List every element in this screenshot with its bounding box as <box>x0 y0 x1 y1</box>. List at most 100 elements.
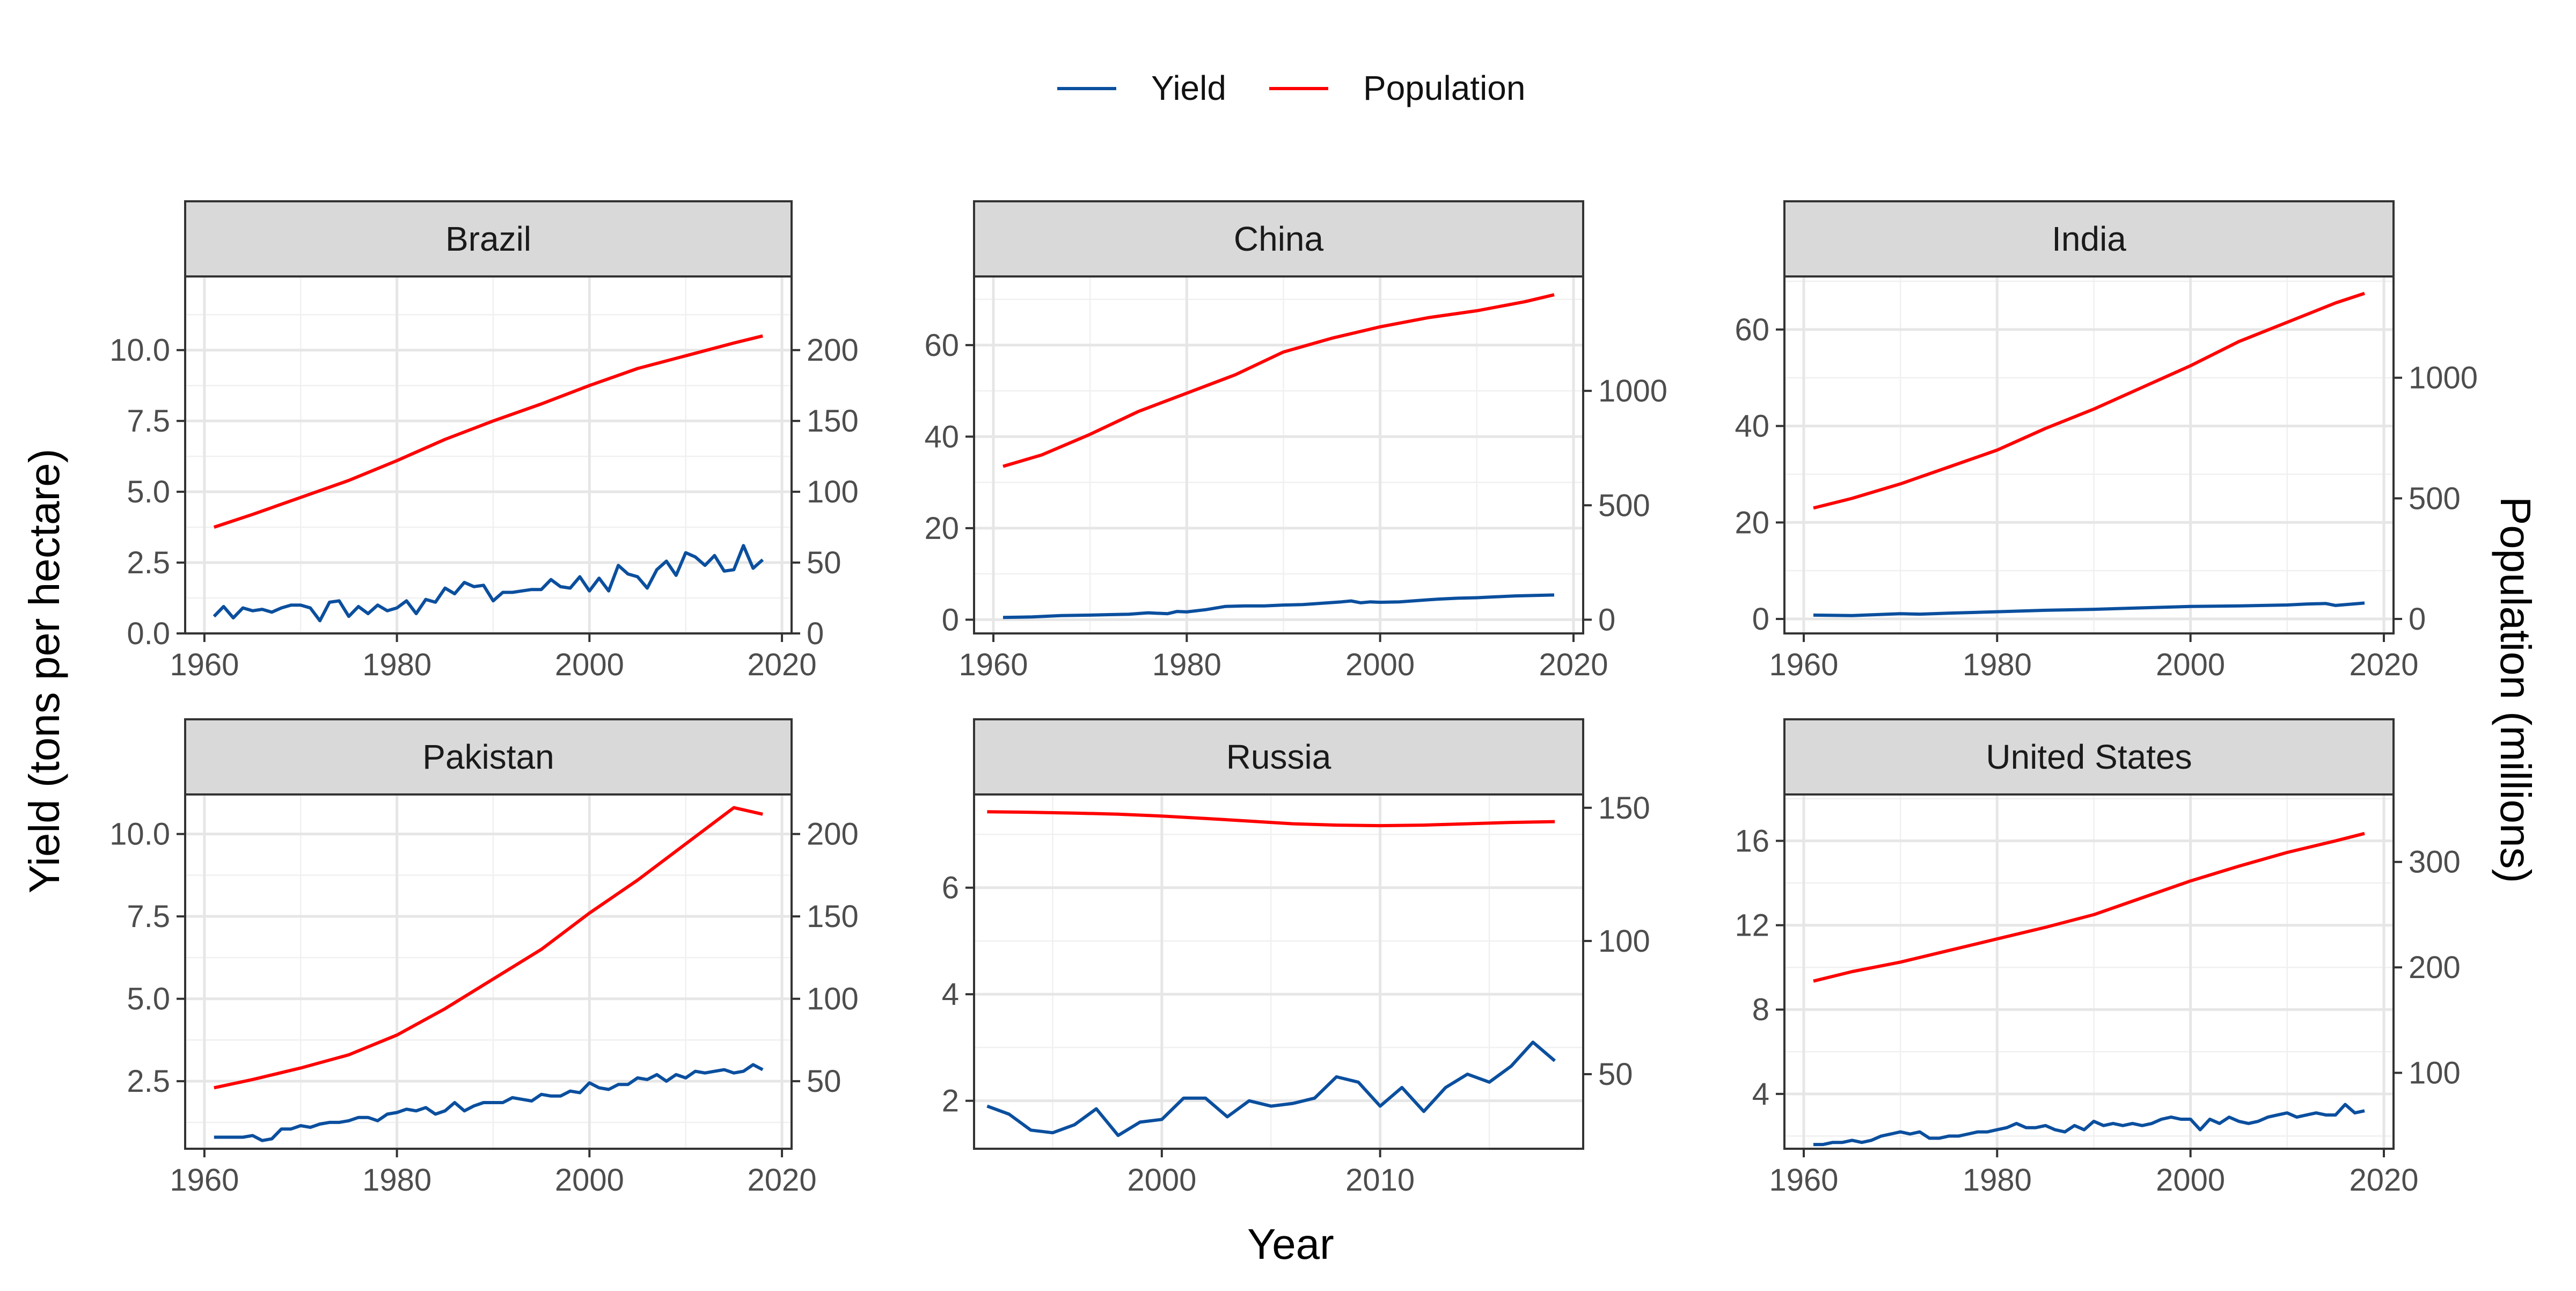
y-tick-label-left: 6 <box>942 871 959 906</box>
strip-title: China <box>1234 220 1324 258</box>
strip-header <box>1783 200 2395 278</box>
y-tick-label-right: 50 <box>807 1064 841 1099</box>
series-line-population <box>1813 832 2365 983</box>
y-tick-label-left: 2.5 <box>127 545 170 580</box>
panel-border <box>1783 275 2395 634</box>
legend-label-population: Population <box>1363 69 1525 107</box>
y-tick-label-left: 2.5 <box>127 1064 170 1099</box>
y-tick-label-right: 200 <box>2409 950 2461 985</box>
strip-title: United States <box>1986 738 2192 776</box>
y-tick-label-right: 150 <box>1598 791 1650 826</box>
strip-header <box>184 200 793 278</box>
strip-title: Pakistan <box>422 738 554 776</box>
plot-background <box>1784 794 2394 1149</box>
y-tick-label-left: 0.0 <box>127 616 170 651</box>
panel-border <box>1783 793 2395 1150</box>
x-axis-title: Year <box>1247 1220 1334 1268</box>
y-tick-label-right: 1000 <box>1598 374 1667 409</box>
y-tick-label-left: 7.5 <box>127 404 170 439</box>
y-tick-label-left: 10.0 <box>109 817 170 852</box>
y-tick-label-right: 200 <box>807 817 859 852</box>
y-tick-label-left: 40 <box>924 419 959 454</box>
panel-russia: Russia 2000 2010 2 4 6 50 100 150 <box>942 718 1650 1198</box>
y-tick-label-right: 50 <box>1598 1057 1633 1092</box>
y-tick-label-right: 200 <box>807 333 859 368</box>
strip-title: Brazil <box>445 220 531 258</box>
y-tick-label-right: 100 <box>807 475 859 509</box>
y-tick-label-left: 4 <box>942 977 959 1012</box>
y-axis-title-right: Population (millions) <box>2492 497 2540 883</box>
y-tick-label-left: 60 <box>924 328 959 363</box>
x-tick-label: 1960 <box>170 647 239 682</box>
y-tick-label-left: 10.0 <box>109 333 170 368</box>
x-tick-label: 2020 <box>748 647 817 682</box>
x-tick-label: 1980 <box>1152 647 1221 682</box>
y-tick-label-left: 7.5 <box>127 899 170 934</box>
x-tick-label: 1960 <box>959 647 1028 682</box>
x-tick-label: 2000 <box>1345 647 1415 682</box>
strip-title: Russia <box>1226 738 1331 776</box>
plot-background <box>185 276 792 633</box>
panel-border <box>184 275 793 634</box>
y-tick-label-right: 100 <box>807 982 859 1017</box>
strip-title: India <box>2052 220 2126 258</box>
y-tick-label-right: 150 <box>807 899 859 934</box>
y-tick-label-left: 20 <box>1735 505 1769 540</box>
panel-border <box>973 793 1584 1150</box>
series-line-yield <box>986 1040 1556 1137</box>
y-tick-label-left: 8 <box>1752 993 1769 1027</box>
x-tick-label: 2020 <box>2349 1163 2418 1198</box>
panel-border <box>184 793 793 1150</box>
x-tick-label: 2010 <box>1345 1163 1415 1198</box>
panel-india: India 1960 1980 2000 2020 0 20 40 60 0 500 1000 <box>1735 200 2478 682</box>
y-tick-label-right: 0 <box>2409 602 2426 637</box>
series-line-yield <box>214 1063 764 1142</box>
y-tick-label-left: 5.0 <box>127 475 170 509</box>
y-tick-label-right: 1000 <box>2409 361 2478 396</box>
y-tick-label-right: 500 <box>1598 488 1650 523</box>
y-tick-label-left: 20 <box>924 511 959 546</box>
y-tick-label-left: 40 <box>1735 409 1769 444</box>
series-line-yield <box>213 544 764 623</box>
panel-pakistan: Pakistan 1960 1980 2000 2020 2.5 5.0 7.5 10.0 50 1… <box>109 718 859 1198</box>
y-tick-label-left: 2 <box>942 1084 959 1119</box>
x-tick-label: 1980 <box>362 647 431 682</box>
series-line-yield <box>1002 593 1555 619</box>
x-tick-label: 1960 <box>1769 647 1839 682</box>
y-tick-label-left: 0 <box>942 602 959 637</box>
x-tick-label: 2000 <box>555 1163 624 1198</box>
x-tick-label: 1960 <box>1769 1163 1839 1198</box>
series-line-population <box>213 334 763 529</box>
panel-border <box>973 275 1584 634</box>
x-tick-label: 2020 <box>2349 647 2418 682</box>
x-tick-label: 2020 <box>1539 647 1608 682</box>
x-tick-label: 1980 <box>362 1163 431 1198</box>
panel-china: China 1960 1980 2000 2020 0 20 40 60 0 500 1000 <box>924 200 1667 682</box>
y-tick-label-right: 0 <box>1598 602 1615 637</box>
x-tick-label: 2000 <box>2156 1163 2225 1198</box>
y-tick-label-left: 5.0 <box>127 982 170 1017</box>
panel-united-states: United States 1960 1980 2000 2020 4 8 12 16 100 20… <box>1735 718 2461 1198</box>
y-axis-title-left: Yield (tons per hectare) <box>20 449 68 894</box>
y-tick-label-right: 150 <box>807 404 859 439</box>
x-tick-label: 2000 <box>555 647 624 682</box>
y-tick-label-left: 12 <box>1735 908 1769 943</box>
y-tick-label-left: 0 <box>1752 602 1769 637</box>
strip-header <box>1783 718 2395 796</box>
x-tick-label: 1980 <box>1963 1163 2032 1198</box>
x-tick-label: 1980 <box>1963 647 2032 682</box>
x-tick-label: 2020 <box>748 1163 817 1198</box>
series-line-yield <box>1813 1103 2365 1147</box>
y-tick-label-left: 16 <box>1735 823 1769 858</box>
x-tick-label: 2000 <box>1127 1163 1196 1198</box>
panel-brazil: Brazil 1960 1980 2000 2020 0.0 2.5 5.0 7.5 10.0 0 5… <box>109 200 859 682</box>
y-tick-label-right: 500 <box>2409 481 2461 516</box>
x-tick-label: 2000 <box>2156 647 2225 682</box>
y-tick-label-left: 4 <box>1752 1077 1769 1112</box>
y-tick-label-right: 50 <box>807 545 841 580</box>
plot-background <box>974 276 1583 633</box>
strip-header <box>973 718 1584 796</box>
